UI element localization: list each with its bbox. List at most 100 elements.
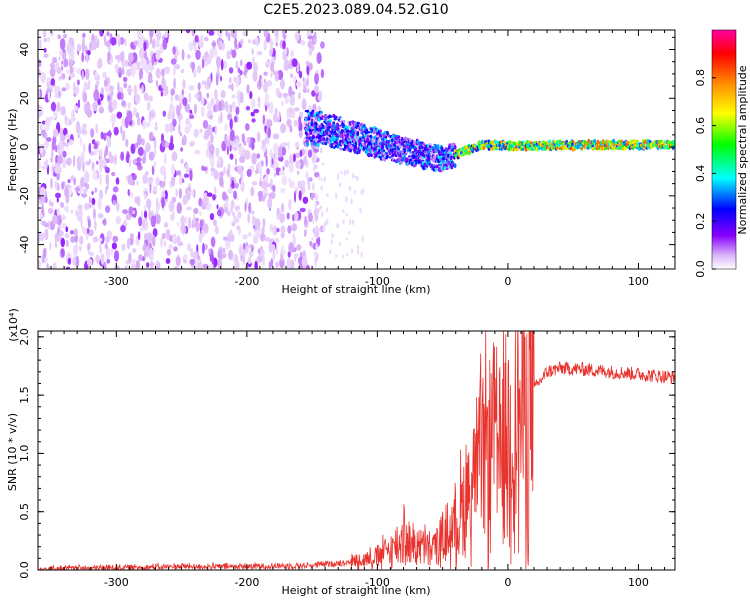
heat-cell — [91, 139, 96, 145]
heat-cell — [350, 248, 354, 254]
heat-cell — [295, 160, 301, 169]
heat-cell — [204, 36, 209, 42]
heat-cell — [181, 48, 185, 61]
heat-cell — [397, 135, 401, 139]
heat-cell — [92, 208, 96, 220]
heat-cell — [54, 180, 58, 190]
heat-cell — [163, 68, 166, 76]
heat-cell — [39, 199, 43, 205]
heat-cell — [199, 128, 203, 134]
heat-cell — [422, 142, 426, 146]
heat-cell — [319, 205, 323, 211]
heat-cell — [217, 209, 222, 217]
heat-cell — [248, 142, 252, 148]
heat-cell — [121, 100, 126, 107]
heat-cell — [307, 149, 313, 158]
heat-cell — [213, 170, 220, 180]
heat-cell — [338, 182, 342, 188]
heat-cell — [444, 147, 448, 151]
heat-cell — [255, 169, 259, 175]
heat-cell — [114, 250, 119, 262]
heat-cell — [155, 214, 161, 225]
heat-cell — [55, 146, 58, 153]
heat-cell — [242, 31, 247, 37]
heat-cell — [311, 237, 314, 241]
heat-cell — [189, 109, 193, 114]
heat-cell — [65, 266, 71, 269]
heat-cell — [149, 254, 154, 262]
heat-cell — [130, 143, 136, 155]
y-tick-label: 1.5 — [18, 386, 31, 404]
heat-cell — [283, 59, 290, 71]
heat-cell — [100, 131, 104, 140]
heat-cell — [138, 216, 143, 227]
heat-cell — [313, 207, 319, 218]
heat-cell — [231, 94, 236, 99]
heat-cell — [83, 81, 88, 91]
heat-cell — [217, 30, 223, 37]
heat-cell — [256, 153, 261, 159]
x-tick-label: 0 — [504, 576, 511, 589]
heat-cell — [342, 254, 345, 259]
heat-cell — [151, 54, 155, 66]
heat-cell — [260, 195, 266, 202]
heat-cell — [365, 129, 369, 135]
x-tick-label: -300 — [104, 275, 129, 288]
heat-cell — [110, 247, 114, 256]
heat-cell — [124, 59, 128, 67]
heat-cell — [342, 209, 345, 214]
heat-cell — [300, 40, 306, 46]
heat-cell — [61, 157, 67, 169]
snr-plot: -300 -200 -100 0 100 0.0 0.5 1.0 1.5 2.0 — [18, 328, 676, 589]
y-tick-label: 2.0 — [18, 328, 31, 346]
heat-cell — [94, 142, 98, 150]
heat-cell — [168, 244, 173, 250]
heat-cell — [187, 217, 192, 229]
heat-cell — [234, 205, 241, 211]
heat-cell — [99, 30, 104, 37]
heat-cell — [494, 139, 497, 144]
heat-cell — [274, 237, 280, 243]
heat-cell — [172, 233, 177, 245]
heat-cell — [286, 212, 290, 220]
heat-cell — [133, 40, 139, 46]
heat-cell — [408, 155, 411, 158]
heat-cell — [251, 152, 257, 165]
heat-cell — [382, 151, 386, 155]
heat-cell — [38, 88, 41, 100]
heat-cell — [143, 193, 147, 200]
heat-cell — [278, 111, 281, 121]
heat-cell — [185, 117, 191, 126]
heat-cell — [436, 144, 440, 150]
heat-cell — [91, 39, 97, 51]
heat-cell — [326, 193, 329, 198]
heat-cell — [153, 185, 158, 194]
heat-cell — [62, 52, 66, 60]
heat-cell — [127, 102, 131, 109]
heat-cell — [290, 73, 293, 78]
heat-cell — [348, 230, 351, 235]
heat-cell — [87, 203, 90, 209]
heat-cell — [210, 170, 214, 177]
heat-cell — [591, 144, 595, 148]
heat-cell — [117, 91, 122, 100]
heat-cell — [182, 97, 188, 106]
heat-cell — [62, 150, 67, 158]
heat-cell — [104, 34, 106, 47]
heat-cell — [127, 174, 133, 185]
heat-cell — [247, 232, 252, 237]
heat-cell — [110, 113, 117, 124]
heat-cell — [187, 243, 192, 252]
heat-cell — [57, 34, 61, 39]
heat-cell — [154, 261, 156, 268]
heat-cell — [99, 174, 102, 186]
heat-cell — [148, 71, 153, 84]
heat-cell — [218, 100, 222, 112]
heat-cell — [180, 158, 184, 164]
heat-cell — [119, 52, 125, 63]
heat-cell — [191, 189, 195, 197]
heat-cell — [250, 210, 255, 215]
heat-cell — [99, 156, 104, 168]
heat-cell — [243, 70, 247, 76]
heat-cell — [313, 85, 320, 94]
